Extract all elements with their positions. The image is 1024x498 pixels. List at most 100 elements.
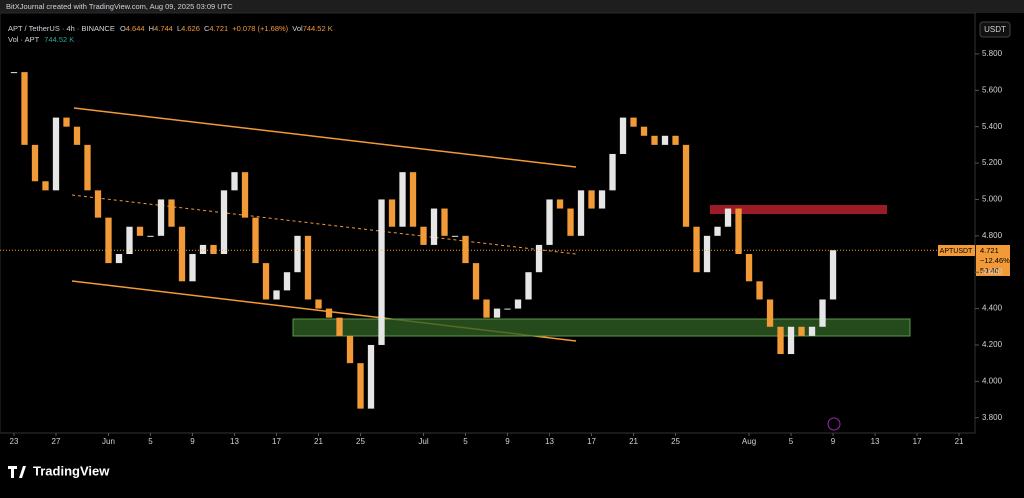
price-tag-countdown: 50:40: [980, 266, 999, 275]
x-tick-label: 5: [148, 437, 153, 446]
candle: [189, 254, 196, 282]
vol-row-value: 744.52 K: [44, 35, 74, 44]
candle: [262, 263, 270, 300]
candle: [157, 199, 165, 236]
candle: [546, 199, 553, 245]
candle: [241, 172, 249, 218]
candle: [357, 363, 364, 409]
x-tick-label: 27: [52, 437, 61, 446]
o: 4.644: [126, 24, 145, 33]
candle: [535, 244, 543, 273]
resistance-zone: [710, 205, 887, 214]
candles: [0, 72, 975, 409]
candle: [84, 144, 91, 191]
candle: [640, 126, 648, 136]
legend-vol-row: Vol · APT 744.52 K: [8, 35, 74, 44]
candle: [703, 235, 711, 273]
y-tick-label: 4.400: [982, 304, 1003, 313]
x-tick-label: Aug: [742, 437, 756, 446]
candle: [787, 326, 795, 355]
candle: [21, 72, 28, 145]
candle: [808, 326, 816, 336]
candle: [462, 235, 469, 264]
candle: [735, 208, 742, 255]
x-tick-label: 5: [463, 437, 468, 446]
candle: [556, 199, 564, 209]
y-tick-label: 3.800: [982, 413, 1003, 422]
candle: [682, 144, 690, 227]
candle: [598, 190, 606, 209]
candle: [724, 208, 732, 227]
candle: [409, 172, 417, 227]
candle: [220, 190, 228, 255]
footer-text: TradingView: [33, 463, 110, 478]
vol-label: Vol: [292, 24, 303, 33]
candle: [136, 226, 144, 236]
x-tick-label: 21: [629, 437, 638, 446]
h: 4.744: [154, 24, 173, 33]
candle: [472, 263, 480, 300]
candle: [294, 235, 301, 273]
candle: [745, 254, 753, 282]
price-tag-change: −12.46%: [980, 256, 1010, 265]
x-tick-label: 13: [871, 437, 880, 446]
change: +0.078 (+1.68%): [232, 24, 288, 33]
x-tick-label: 9: [190, 437, 195, 446]
top-bar-text: BitXJournal created with TradingView.com…: [6, 2, 233, 11]
x-tick-label: 13: [230, 437, 239, 446]
event-icon[interactable]: [827, 417, 841, 431]
candle: [430, 208, 438, 245]
candle: [525, 272, 532, 300]
candle: [766, 299, 774, 327]
x-tick-label: 25: [356, 437, 365, 446]
candle: [661, 135, 669, 145]
x-tick-label: 21: [955, 437, 964, 446]
candle: [378, 199, 385, 345]
candle: [777, 326, 784, 355]
x-tick-label: Jul: [418, 437, 428, 446]
y-tick-label: 4.000: [982, 376, 1003, 385]
midline: [71, 194, 577, 255]
candle: [10, 72, 18, 74]
candle: [567, 208, 574, 236]
x-tick-label: 17: [272, 437, 281, 446]
candle: [493, 308, 501, 318]
candle: [147, 235, 154, 237]
candle: [315, 299, 322, 309]
x-tick-label: 9: [831, 437, 836, 446]
y-tick-label: 5.200: [982, 158, 1003, 167]
candle: [52, 117, 60, 191]
candle: [630, 117, 637, 127]
vol-row-label: Vol · APT: [8, 35, 40, 44]
candle: [210, 244, 217, 255]
candle: [577, 190, 585, 236]
candle: [199, 244, 207, 255]
candle: [399, 172, 406, 227]
footer-logo: TradingView: [8, 463, 110, 478]
x-tick-label: 25: [671, 437, 680, 446]
currency-button[interactable]: [979, 21, 1011, 38]
drawings: [71, 107, 911, 342]
candle: [168, 199, 175, 227]
candle: [619, 117, 627, 154]
l-label: L: [177, 24, 181, 33]
candle: [819, 299, 826, 327]
symbol: APT / TetherUS · 4h · BINANCE: [8, 24, 115, 33]
h-label: H: [149, 24, 154, 33]
candle: [798, 326, 805, 336]
x-tick-label: 21: [314, 437, 323, 446]
candle: [346, 335, 354, 364]
c-label: C: [204, 24, 210, 33]
candle: [273, 290, 280, 300]
y-tick-label: 5.400: [982, 122, 1003, 131]
candle: [483, 299, 490, 318]
x-tick-label: 17: [587, 437, 596, 446]
candle: [756, 281, 763, 300]
candle: [420, 226, 427, 245]
plot-area: [0, 12, 976, 434]
candle: [63, 117, 70, 127]
legend-row: APT / TetherUS · 4h · BINANCE O4.644 H4.…: [8, 24, 333, 33]
candle: [304, 235, 312, 300]
candle: [514, 299, 522, 309]
c: 4.721: [209, 24, 228, 33]
